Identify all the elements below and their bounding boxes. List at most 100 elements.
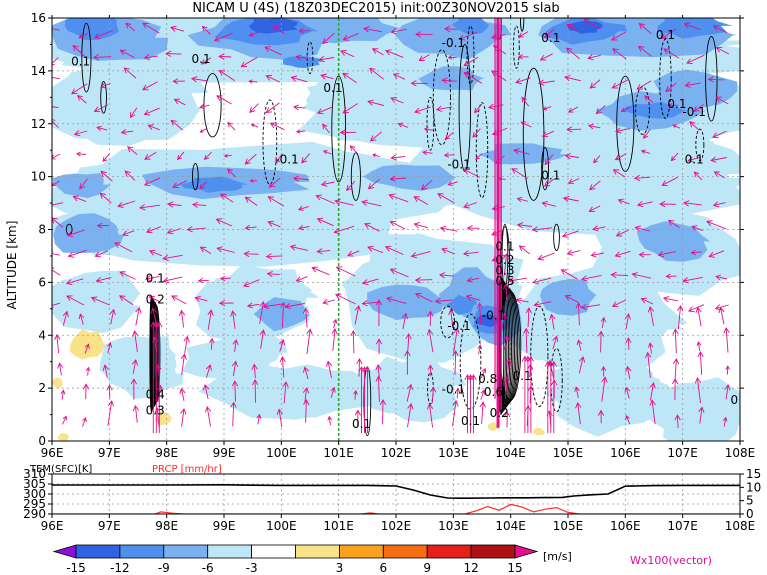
wind-arrow [52,57,59,66]
wind-arrow [244,196,258,206]
wind-arrow [404,349,411,375]
wind-arrow [71,83,88,95]
wind-arrow [611,299,626,308]
wind-arrow [361,199,382,207]
wind-arrow [614,127,631,134]
wind-arrow [689,121,700,131]
wind-arrow [62,310,69,326]
wind-arrow [640,149,651,154]
wind-arrow [475,153,483,160]
wind-arrow [295,54,308,61]
wind-arrow [674,414,681,428]
wind-arrow [94,250,109,258]
wind-arrow [415,31,433,38]
wind-arrow [292,104,306,111]
wind-arrow [533,301,552,308]
wind-arrow [353,389,358,400]
shade-patch [667,377,740,434]
wind-arrow [686,54,705,65]
wind-arrow [567,106,579,113]
wind-arrow [322,123,330,134]
wind-arrow [148,249,162,257]
y-tick-label: 4 [38,328,46,342]
wind-arrow [610,31,626,41]
wind-arrow [452,399,459,427]
wind-arrow [342,72,357,84]
wind-arrow [369,131,382,142]
wind-arrow [418,54,430,61]
wind-arrow [148,296,160,303]
wind-arrow [331,327,338,351]
wind-arrow [466,276,480,283]
contour-line [466,25,475,85]
wind-arrow [665,273,677,279]
wind-arrow [251,363,258,379]
wind-arrow [130,378,137,400]
contour-labels: 0.1 0.10.1-0.1-0.1-0.10.1 0.1-0.10.1-0.10.… [71,28,738,431]
wind-arrow [725,365,730,375]
colorbar-segment [470,544,516,559]
shade-patch [636,221,711,262]
wind-arrow [199,128,207,133]
wind-arrow [601,365,607,377]
wind-arrow [125,22,135,32]
contour-line [616,75,635,172]
wind-arrow [306,328,313,355]
x-tick-label: 102E [381,446,412,460]
wind-arrow [645,351,652,378]
wind-arrow [385,49,404,58]
wind-arrow [143,177,161,186]
wind-arrow [361,300,379,307]
wind-arrow [612,169,626,178]
wind-arrow [318,56,335,63]
wind-arrow [597,330,605,353]
wind-arrow [543,28,555,39]
wind-arrow [508,277,528,284]
wind-arrow [714,304,729,311]
wind-arrow [564,153,579,160]
wind-arrow [259,329,266,349]
wind-arrow [463,56,479,67]
wind-arrow [361,366,368,434]
wind-arrow [566,23,579,32]
wind-arrow [85,366,91,376]
wind-arrow [52,202,64,206]
wind-arrow [515,77,531,85]
contour-label: 0.1 [541,168,560,182]
wind-arrow [143,107,160,116]
wind-arrow [611,78,630,89]
wind-arrow [267,196,285,207]
wind-arrow [203,151,212,161]
wind-arrow [244,224,257,231]
wind-arrow [379,398,387,425]
wind-arrow [266,270,280,278]
wind-arrow [177,151,185,161]
shade-patch [64,18,119,41]
wind-arrow [145,275,160,282]
wind-arrow [73,130,88,137]
y-tick-label: 290 [23,507,46,521]
wind-arrow [142,22,160,34]
wind-arrow [390,28,407,35]
colorbar-tick-label: 3 [336,561,344,575]
contour-label: 0.1 [71,55,90,69]
wind-arrow [672,328,679,353]
wind-arrow [298,224,310,231]
wind-arrow [453,327,460,353]
wind-arrow [511,168,528,179]
wind-arrow [199,246,212,255]
wind-arrow [560,269,578,280]
shade-patch [55,270,141,322]
y-tick-label: 305 [23,477,46,491]
wind-arrow [219,193,234,203]
wind-arrow [614,250,631,258]
contour-label: -0.1 [482,308,505,322]
wind-arrow [252,378,259,403]
wind-arrow [464,373,471,434]
wind-arrow [712,25,728,34]
wind-arrow [407,402,414,428]
wind-arrow [354,409,361,428]
colorbar-segment [382,544,428,559]
x-tick-label: 96E [41,519,64,533]
